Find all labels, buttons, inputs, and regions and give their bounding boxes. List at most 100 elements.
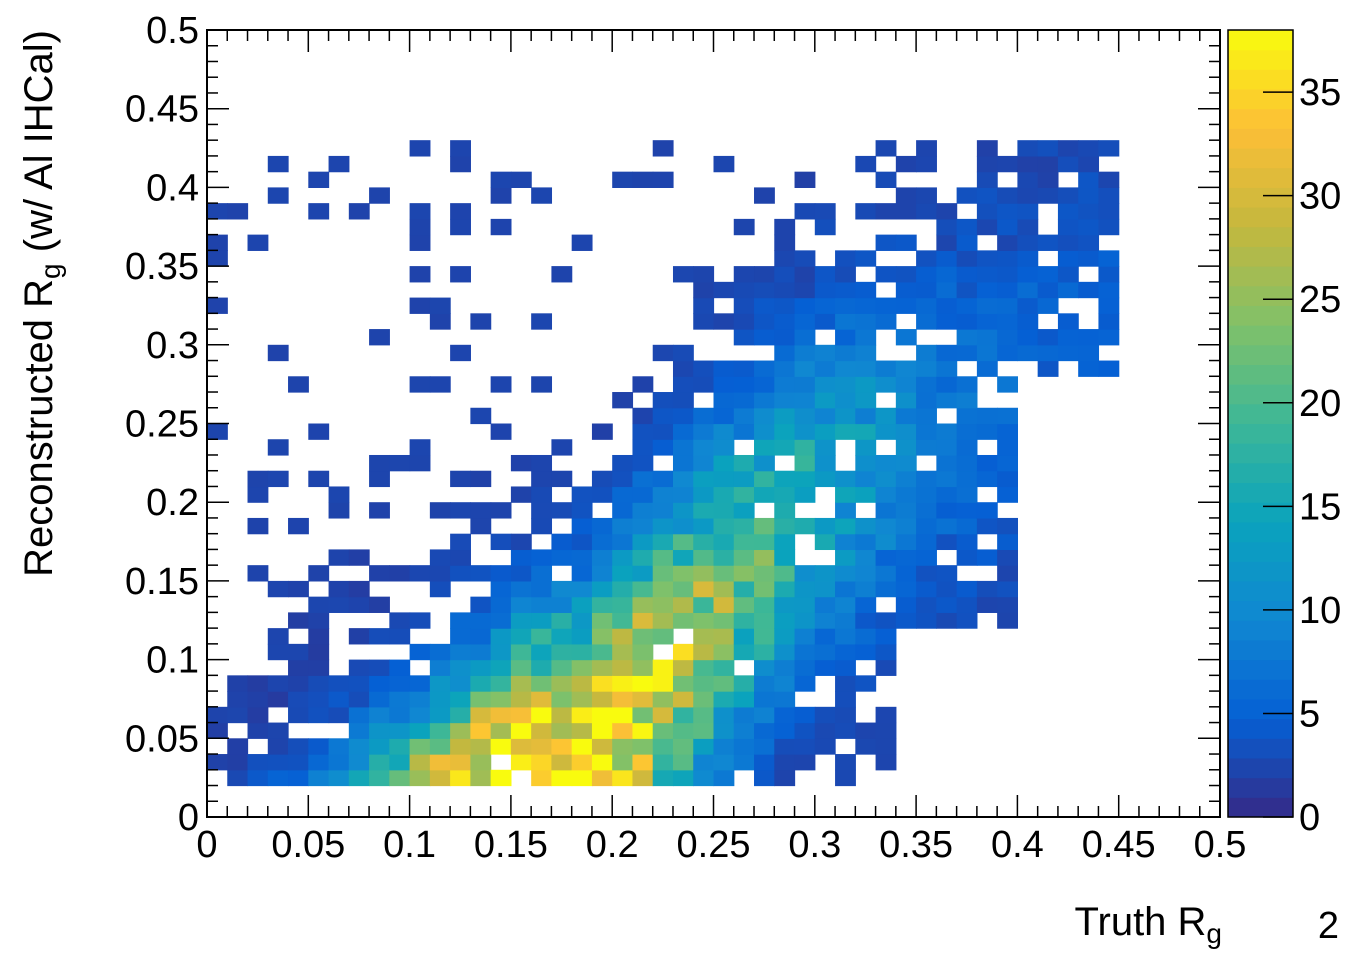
- heatmap-cell: [571, 691, 593, 708]
- color-palette-step: [1228, 49, 1293, 70]
- color-palette-step: [1228, 69, 1293, 90]
- color-palette-step: [1228, 620, 1293, 641]
- heatmap-cell: [632, 659, 654, 676]
- heatmap-cell: [713, 565, 735, 582]
- heatmap-cell: [288, 517, 309, 535]
- x-tick-label: 0: [196, 824, 217, 866]
- heatmap-cell: [267, 580, 289, 598]
- heatmap-cell: [308, 659, 330, 676]
- z-tick-label: 5: [1299, 693, 1320, 735]
- heatmap-cell: [308, 691, 330, 708]
- heatmap-cell: [470, 470, 492, 488]
- heatmap-cell: [835, 769, 856, 787]
- heatmap-cell: [652, 392, 674, 409]
- heatmap-cell: [733, 470, 755, 488]
- heatmap-cell: [348, 549, 370, 566]
- heatmap-cell: [794, 266, 816, 283]
- heatmap-cell: [672, 691, 694, 708]
- heatmap-cell: [835, 344, 856, 362]
- heatmap-cell: [470, 722, 492, 739]
- heatmap-cell: [1057, 203, 1079, 220]
- heatmap-cell: [713, 407, 735, 425]
- heatmap-cell: [1037, 344, 1059, 362]
- heatmap-cell: [855, 643, 877, 661]
- heatmap-cell: [429, 313, 451, 330]
- heatmap-cell: [997, 155, 1018, 173]
- heatmap-cell: [571, 738, 593, 755]
- heatmap-cell: [1078, 187, 1100, 204]
- z-tick-label: 30: [1299, 176, 1341, 218]
- heatmap-cell: [510, 754, 532, 771]
- heatmap-cell: [693, 643, 715, 661]
- color-palette-step: [1228, 561, 1293, 582]
- heatmap-cell: [490, 612, 512, 629]
- heatmap-cell: [612, 486, 634, 503]
- heatmap-cell: [774, 596, 796, 613]
- z-tick-label: 20: [1299, 383, 1341, 425]
- heatmap-cell: [267, 738, 289, 755]
- heatmap-cell: [733, 360, 755, 377]
- heatmap-cell: [875, 628, 897, 645]
- x-tick-label: 0.05: [271, 824, 345, 866]
- heatmap-cell: [652, 517, 674, 535]
- heatmap-cell: [814, 738, 836, 755]
- heatmap-cell: [409, 754, 431, 771]
- heatmap-cell: [328, 596, 350, 613]
- heatmap-cell: [976, 313, 998, 330]
- x-tick-label: 0.1: [383, 824, 436, 866]
- heatmap-cell: [369, 565, 390, 582]
- heatmap-cell: [754, 266, 775, 283]
- heatmap-cell: [227, 738, 249, 755]
- heatmap-cell: [693, 439, 715, 456]
- heatmap-cell: [308, 565, 330, 582]
- heatmap-cell: [936, 470, 958, 488]
- heatmap-cell: [794, 628, 816, 645]
- color-palette-step: [1228, 148, 1293, 169]
- heatmap-cell: [693, 281, 715, 299]
- heatmap-cell: [612, 470, 634, 488]
- x-axis-title-subscript: g: [1206, 918, 1222, 949]
- heatmap-cell: [956, 407, 978, 425]
- heatmap-cell: [288, 580, 309, 598]
- heatmap-cell: [652, 691, 674, 708]
- heatmap-cell: [976, 250, 998, 267]
- heatmap-cell: [713, 313, 735, 330]
- heatmap-cell: [713, 754, 735, 771]
- heatmap-cell: [490, 706, 512, 724]
- heatmap-cell: [429, 675, 451, 692]
- heatmap-cell: [754, 722, 775, 739]
- heatmap-cell: [632, 407, 654, 425]
- heatmap-cell: [875, 266, 897, 283]
- heatmap-cell: [1017, 171, 1039, 188]
- heatmap-cell: [855, 628, 877, 645]
- heatmap-cells: [207, 140, 1120, 787]
- heatmap-cell: [450, 675, 471, 692]
- heatmap-cell: [693, 313, 715, 330]
- heatmap-cell: [916, 250, 937, 267]
- heatmap-cell: [652, 706, 674, 724]
- heatmap-cell: [976, 203, 998, 220]
- heatmap-cell: [652, 439, 674, 456]
- heatmap-cell: [855, 376, 877, 393]
- heatmap-cell: [794, 580, 816, 598]
- heatmap-cell: [976, 281, 998, 299]
- heatmap-cell: [207, 423, 228, 440]
- heatmap-cell: [936, 313, 958, 330]
- heatmap-cell: [267, 155, 289, 173]
- heatmap-cell: [713, 580, 735, 598]
- heatmap-cell: [531, 706, 553, 724]
- heatmap-cell: [875, 407, 897, 425]
- heatmap-cell: [814, 423, 836, 440]
- heatmap-cell: [814, 360, 836, 377]
- heatmap-cell: [713, 691, 735, 708]
- heatmap-cell: [835, 691, 856, 708]
- heatmap-cell: [490, 596, 512, 613]
- heatmap-cell: [875, 659, 897, 676]
- heatmap-cell: [652, 722, 674, 739]
- heatmap-cell: [510, 533, 532, 551]
- heatmap-cell: [976, 407, 998, 425]
- heatmap-cell: [591, 706, 613, 724]
- heatmap-cell: [754, 470, 775, 488]
- heatmap-cell: [409, 218, 431, 236]
- heatmap-cell: [916, 155, 937, 173]
